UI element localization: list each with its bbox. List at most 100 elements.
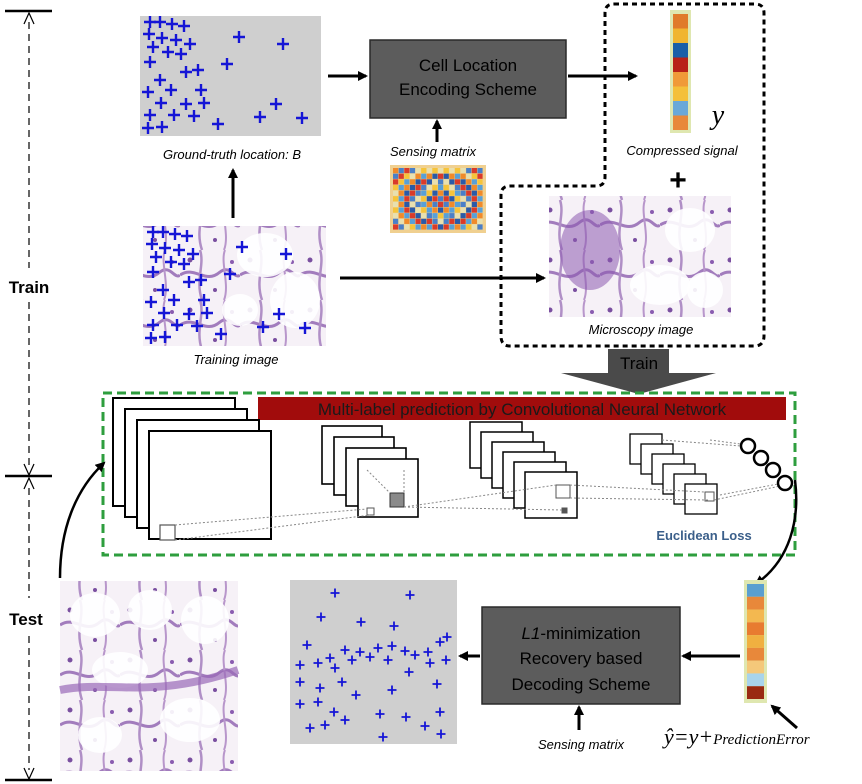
predicted-signal-vector — [744, 580, 767, 703]
signal-cell — [673, 28, 688, 43]
cross-marker — [191, 320, 203, 332]
signal-cell — [747, 584, 764, 597]
cross-marker — [435, 637, 445, 647]
cnn-title: Multi-label prediction by Convolutional … — [318, 400, 727, 419]
output-neuron — [764, 461, 782, 479]
feature-map — [148, 430, 272, 540]
training-image — [143, 226, 326, 346]
cross-marker — [184, 38, 196, 50]
signal-cell — [673, 14, 688, 29]
cross-marker — [154, 74, 166, 86]
cross-marker — [145, 332, 157, 344]
cross-marker — [171, 319, 183, 331]
predicted-cross-markers — [295, 588, 452, 742]
cross-marker — [215, 328, 227, 340]
cnn-title-bar — [258, 397, 786, 420]
signal-cell — [747, 609, 764, 623]
y-symbol: y — [709, 100, 725, 131]
signal-cell — [673, 43, 688, 58]
cross-marker — [150, 251, 162, 263]
cross-marker — [147, 41, 159, 53]
output-neuron — [776, 474, 794, 492]
prediction-formula: ŷ=y+PredictionError — [662, 724, 810, 749]
compressed-signal-caption: Compressed signal — [626, 143, 738, 158]
sensing-matrix-top-label: Sensing matrix — [390, 144, 476, 159]
cross-marker — [145, 296, 157, 308]
arrow-formula-to-signal — [770, 704, 798, 730]
signal-cell — [673, 115, 688, 130]
cross-marker — [277, 38, 289, 50]
cross-marker — [173, 244, 185, 256]
cross-marker — [315, 683, 325, 693]
decoding-box-line-2: Recovery based — [520, 649, 643, 668]
signal-cell — [673, 101, 688, 116]
train-block-arrow — [561, 349, 716, 394]
ground-truth-location-image — [140, 16, 321, 136]
cross-marker — [183, 308, 195, 320]
microscopy-caption: Microscopy image — [589, 322, 694, 337]
cross-marker — [405, 590, 415, 600]
cross-marker — [280, 248, 292, 260]
cross-marker — [313, 697, 323, 707]
cross-marker — [146, 238, 158, 250]
cross-marker — [162, 46, 174, 58]
encoding-box-line-2: Encoding Scheme — [399, 80, 537, 99]
cross-marker — [351, 690, 361, 700]
signal-cell — [747, 596, 764, 610]
cross-marker — [330, 663, 340, 673]
cross-marker — [181, 230, 193, 242]
cross-marker — [168, 109, 180, 121]
predicted-location-image — [290, 580, 457, 744]
cross-marker — [169, 228, 181, 240]
microscopy-image — [549, 196, 731, 317]
cell-location-encoding-box — [369, 39, 567, 119]
test-phase-label: Test — [9, 610, 43, 629]
cross-marker — [325, 653, 335, 663]
decoding-scheme-box — [481, 606, 681, 705]
cross-marker — [192, 64, 204, 76]
cross-marker — [423, 647, 433, 657]
test-image — [59, 581, 240, 771]
cross-marker — [337, 677, 347, 687]
output-neuron — [739, 437, 757, 455]
compressed-signal-vector — [670, 10, 691, 133]
cross-marker — [329, 707, 339, 717]
cross-marker — [435, 707, 445, 717]
cross-marker — [389, 621, 399, 631]
cross-marker — [183, 276, 195, 288]
signal-cell — [747, 673, 764, 687]
cross-marker — [156, 121, 168, 133]
cross-marker — [442, 632, 452, 642]
cross-marker — [156, 32, 168, 44]
decoding-box-line-3: Decoding Scheme — [512, 675, 651, 694]
cross-marker — [178, 20, 190, 32]
train-phase-label: Train — [9, 278, 50, 297]
cross-marker — [195, 274, 207, 286]
cross-marker — [221, 58, 233, 70]
train-arrow-label: Train — [620, 354, 658, 373]
cross-marker — [432, 679, 442, 689]
cross-marker — [320, 720, 330, 730]
cross-marker — [175, 48, 187, 60]
cross-marker — [178, 258, 190, 270]
cross-marker — [375, 709, 385, 719]
cross-marker — [224, 268, 236, 280]
cross-marker — [155, 97, 167, 109]
cross-marker — [355, 647, 365, 657]
cross-marker — [198, 294, 210, 306]
training-image-caption: Training image — [193, 352, 278, 367]
signal-cell — [673, 86, 688, 101]
cross-marker — [383, 655, 393, 665]
cross-marker — [212, 118, 224, 130]
cross-marker — [356, 617, 366, 627]
cross-marker — [233, 31, 245, 43]
cross-marker — [254, 111, 266, 123]
cross-marker — [436, 729, 446, 739]
arrow-test-image-to-cnn — [58, 461, 106, 579]
cross-marker — [410, 650, 420, 660]
cnn-panel-border — [101, 391, 797, 557]
cross-marker — [158, 307, 170, 319]
cross-marker — [147, 319, 159, 331]
signal-cell — [747, 686, 764, 699]
